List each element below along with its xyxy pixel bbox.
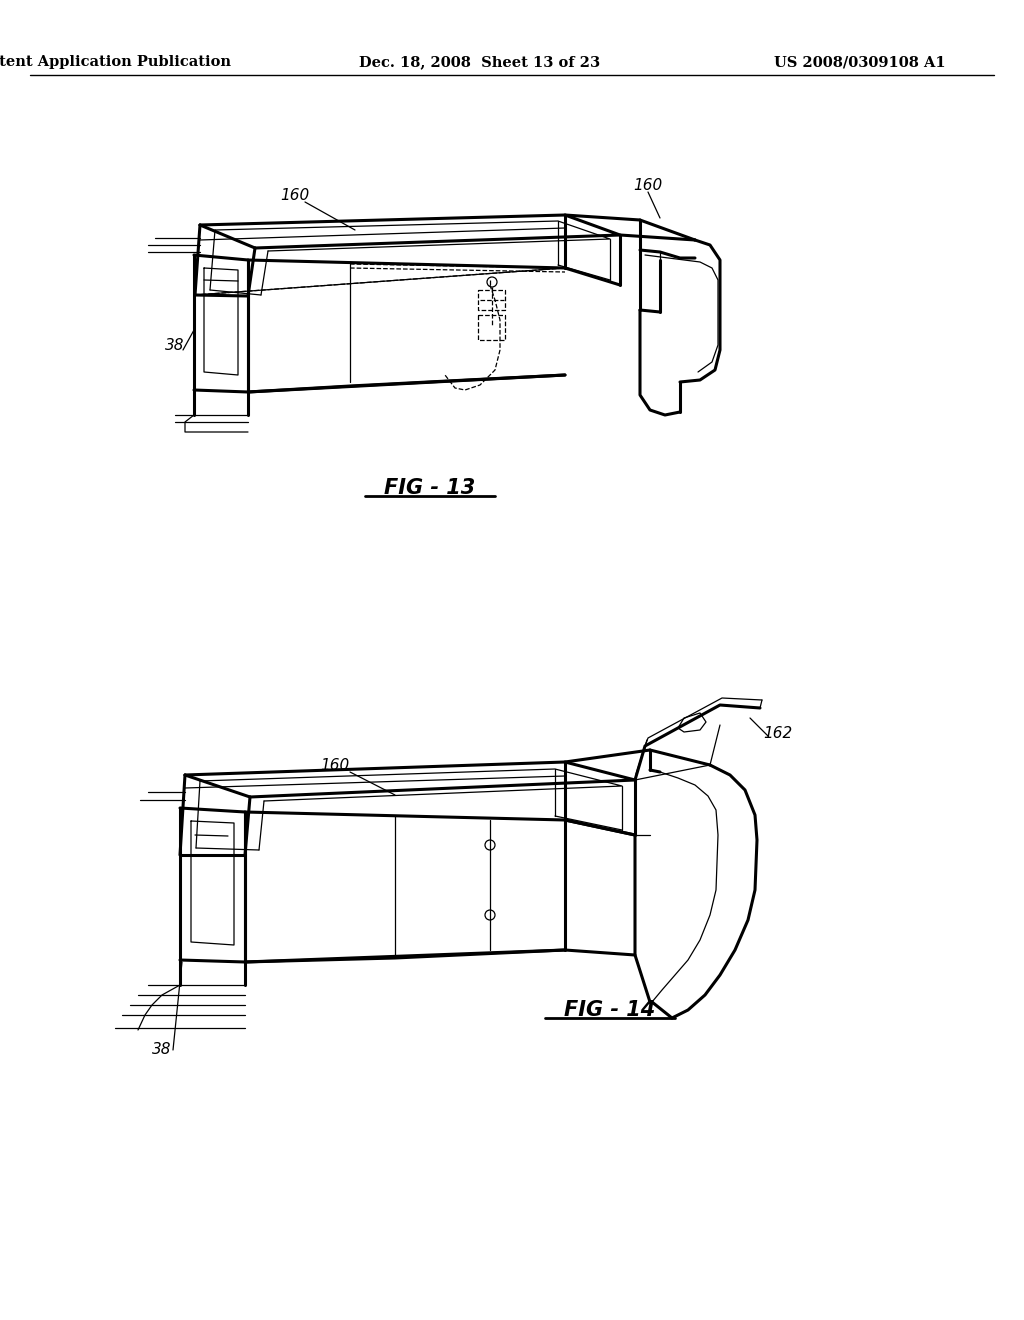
Text: 162: 162 [763,726,793,741]
Text: FIG - 13: FIG - 13 [384,478,475,498]
Text: 160: 160 [321,758,349,772]
Text: Patent Application Publication: Patent Application Publication [0,55,231,69]
Text: 160: 160 [281,187,309,202]
Text: US 2008/0309108 A1: US 2008/0309108 A1 [774,55,946,69]
Text: Dec. 18, 2008  Sheet 13 of 23: Dec. 18, 2008 Sheet 13 of 23 [359,55,600,69]
Text: 38: 38 [153,1043,172,1057]
Text: 38: 38 [165,338,184,352]
Text: FIG - 14: FIG - 14 [564,1001,655,1020]
Text: 160: 160 [634,177,663,193]
